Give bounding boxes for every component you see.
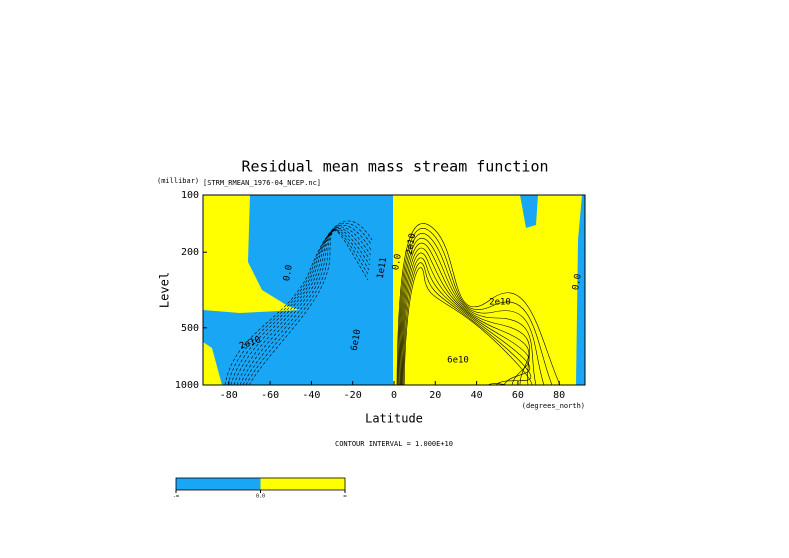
x-tick-label: -40 <box>302 390 320 401</box>
contour-line <box>224 220 373 385</box>
contour-line <box>239 229 370 385</box>
colorbar-label: 0.0 <box>256 494 265 500</box>
region-negative <box>576 195 585 385</box>
contour-label: 0.0 <box>282 264 295 282</box>
contour-line <box>401 252 530 385</box>
contour-line <box>396 223 561 385</box>
contour-label: 0.0 <box>571 273 584 291</box>
x-tick-label: -20 <box>344 390 362 401</box>
x-tick-label: -60 <box>261 390 279 401</box>
x-tick-label: 20 <box>429 390 441 401</box>
region-positive <box>203 195 300 313</box>
subtitle: [STRM_RMEAN_1976-04_NCEP.nc] <box>203 179 321 187</box>
contour-label: 6e10 <box>447 356 469 366</box>
chart-title: Residual mean mass stream function <box>241 158 548 176</box>
footnote: CONTOUR INTERVAL = 1.000E+10 <box>335 440 453 448</box>
contour-line <box>399 237 537 385</box>
region-positive <box>203 342 222 385</box>
colorbar-label: ∞ <box>343 494 346 500</box>
contour-line <box>236 228 371 385</box>
contour-line <box>403 262 532 385</box>
x-tick-label: 0 <box>391 390 397 401</box>
region-negative <box>385 195 392 385</box>
x-tick-label: 80 <box>553 390 565 401</box>
contour-line <box>248 230 369 385</box>
x-tick-label: 40 <box>471 390 483 401</box>
y-tick-label: 200 <box>181 247 199 258</box>
contour-label: 2e10 <box>405 233 419 256</box>
contour-label: 0.0 <box>391 253 404 271</box>
region-negative <box>520 195 538 228</box>
y-axis-label: Level <box>158 272 172 308</box>
contour-line <box>403 267 533 385</box>
contour-line <box>242 229 370 385</box>
y-tick-label: 500 <box>181 323 199 334</box>
contour-line <box>402 257 531 385</box>
x-axis-label: Latitude <box>365 412 423 426</box>
y-units: (millibar) <box>157 177 199 185</box>
contour-label: 1e11 <box>376 257 390 280</box>
region-positive <box>393 195 585 385</box>
colorbar-swatch <box>176 478 261 490</box>
contour-line <box>233 226 371 385</box>
x-tick-label: -80 <box>220 390 238 401</box>
x-tick-label: 60 <box>512 390 524 401</box>
contour-line <box>397 228 553 385</box>
contour-label: 2e10 <box>489 298 511 308</box>
contour-line <box>400 247 530 385</box>
contour-label: 6e10 <box>350 329 364 352</box>
contour-line <box>230 225 372 385</box>
contour-line <box>245 230 369 385</box>
colorbar-swatch <box>260 478 345 490</box>
contour-line <box>398 233 545 385</box>
colorbar-label: -∞ <box>173 494 179 500</box>
y-tick-label: 1000 <box>175 380 199 391</box>
y-tick-label: 100 <box>181 190 199 201</box>
contour-line <box>227 223 372 385</box>
contour-line <box>399 242 530 385</box>
colorbar: -∞ 0.0 ∞ <box>173 477 347 500</box>
x-units: (degrees_north) <box>522 402 585 410</box>
